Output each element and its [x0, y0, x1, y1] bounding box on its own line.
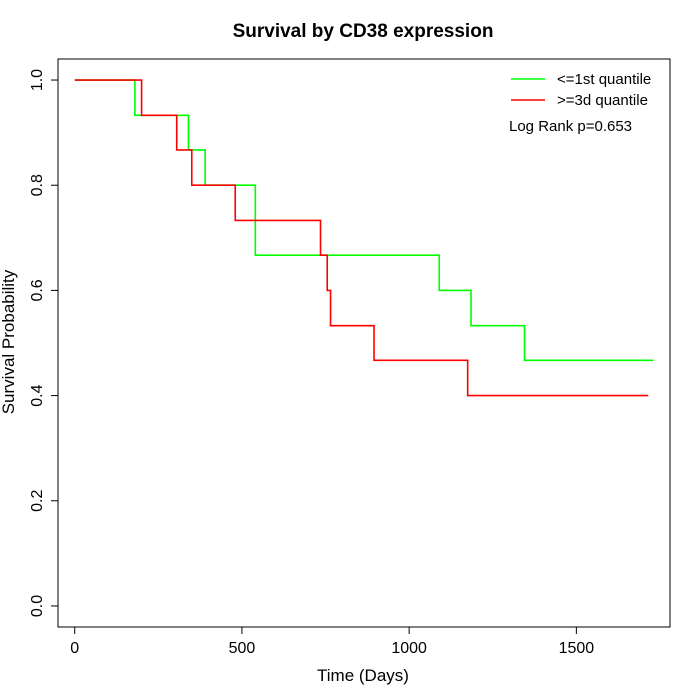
legend-label-le1st: <=1st quantile	[557, 71, 651, 88]
y-axis-label: Survival Probability	[0, 269, 18, 414]
legend: <=1st quantile >=3d quantile	[511, 71, 651, 109]
logrank-annotation: Log Rank p=0.653	[509, 118, 632, 135]
x-axis: 0 500 1000 1500	[70, 627, 594, 657]
x-tick-label: 1500	[559, 640, 595, 657]
x-tick-label: 500	[229, 640, 256, 657]
plot-frame	[57, 58, 671, 628]
chart-title: Survival by CD38 expression	[233, 21, 494, 42]
x-axis-label: Time (Days)	[317, 666, 409, 685]
y-tick-label: 0.4	[29, 384, 46, 406]
legend-label-ge3d: >=3d quantile	[557, 92, 648, 109]
series-group	[74, 79, 654, 397]
y-axis: 0.0 0.2 0.4 0.6 0.8 1.0	[29, 69, 58, 617]
x-tick-label: 1000	[391, 640, 427, 657]
y-tick-label: 0.6	[29, 279, 46, 301]
y-tick-label: 0.8	[29, 174, 46, 196]
x-tick-label: 0	[70, 640, 79, 657]
y-tick-label: 0.0	[29, 595, 46, 617]
y-tick-label: 0.2	[29, 490, 46, 512]
y-tick-label: 1.0	[29, 69, 46, 91]
series-line-ge3d	[74, 79, 649, 397]
